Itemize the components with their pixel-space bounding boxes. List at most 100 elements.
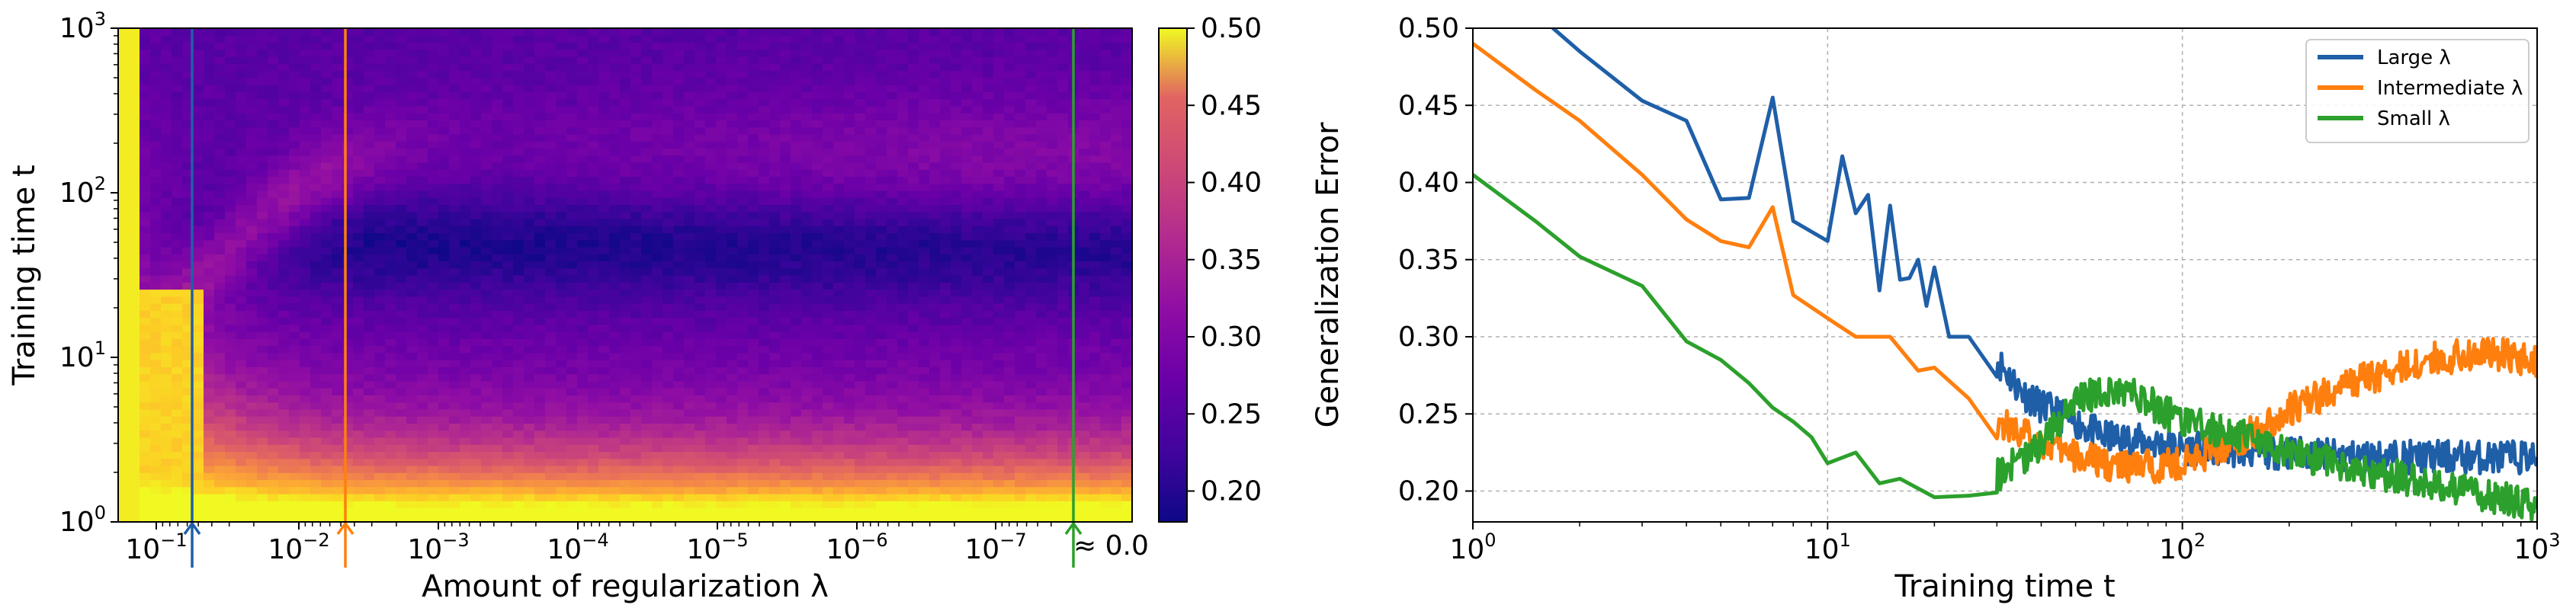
- heatmap-cell: [961, 310, 973, 318]
- heatmap-cell: [716, 275, 727, 283]
- heatmap-cell: [129, 444, 140, 453]
- heatmap-cell: [1015, 275, 1026, 283]
- heatmap-cell: [438, 338, 450, 347]
- heatmap-cell: [502, 331, 514, 339]
- heatmap-cell: [801, 451, 813, 459]
- heatmap-cell: [865, 169, 877, 177]
- heatmap-cell: [1121, 218, 1132, 226]
- heatmap-cell: [257, 458, 268, 466]
- heatmap-cell: [865, 155, 877, 163]
- heatmap-cell: [321, 310, 332, 318]
- heatmap-cell: [1025, 479, 1037, 488]
- heatmap-cell: [1015, 423, 1026, 431]
- heatmap-cell: [481, 444, 492, 453]
- heatmap-cell: [278, 148, 290, 156]
- heatmap-cell: [630, 246, 642, 254]
- heatmap-cell: [919, 458, 930, 466]
- heatmap-cell: [396, 380, 407, 389]
- heatmap-cell: [983, 239, 994, 248]
- heatmap-cell: [769, 501, 781, 509]
- heatmap-cell: [204, 261, 215, 269]
- heatmap-cell: [801, 155, 813, 163]
- heatmap-cell: [737, 254, 749, 262]
- heatmap-cell: [1036, 317, 1047, 325]
- heatmap-cell: [374, 437, 386, 445]
- heatmap-cell: [236, 324, 247, 332]
- heatmap-cell: [748, 493, 759, 501]
- heatmap-cell: [353, 430, 364, 438]
- heatmap-cell: [428, 324, 439, 332]
- heatmap-cell: [225, 408, 236, 417]
- heatmap-cell: [225, 162, 236, 170]
- heatmap-cell: [428, 275, 439, 283]
- heatmap-cell: [727, 465, 738, 473]
- heatmap-cell: [630, 176, 642, 184]
- heatmap-cell: [1089, 317, 1101, 325]
- heatmap-cell: [449, 155, 460, 163]
- heatmap-cell: [502, 472, 514, 481]
- heatmap-cell: [727, 451, 738, 459]
- heatmap-cell: [310, 310, 322, 318]
- heatmap-cell: [983, 444, 994, 453]
- heatmap-cell: [1015, 514, 1026, 522]
- heatmap-cell: [791, 183, 802, 191]
- heatmap-cell: [225, 204, 236, 213]
- heatmap-cell: [972, 388, 983, 395]
- heatmap-cell: [662, 507, 674, 516]
- heatmap-cell: [428, 289, 439, 297]
- heatmap-cell: [417, 246, 428, 254]
- heatmap-cell: [972, 507, 983, 516]
- heatmap-cell: [1004, 451, 1015, 459]
- heatmap-cell: [908, 416, 919, 424]
- heatmap-cell: [705, 162, 717, 170]
- heatmap-cell: [759, 472, 770, 481]
- heatmap-cell: [385, 352, 396, 360]
- heatmap-cell: [289, 246, 300, 254]
- heatmap-cell: [865, 303, 877, 311]
- heatmap-cell: [876, 366, 887, 375]
- heatmap-cell: [1004, 303, 1015, 311]
- heatmap-cell: [118, 451, 130, 459]
- heatmap-cell: [1057, 430, 1069, 438]
- heatmap-cell: [1036, 338, 1047, 347]
- heatmap-cell: [460, 360, 471, 367]
- heatmap-cell: [161, 211, 172, 219]
- heatmap-cell: [321, 226, 332, 234]
- heatmap-cell: [342, 169, 354, 177]
- heatmap-cell: [204, 155, 215, 163]
- heatmap-cell: [460, 246, 471, 254]
- heatmap-cell: [812, 479, 823, 488]
- heatmap-cell: [855, 493, 866, 501]
- heatmap-cell: [983, 430, 994, 438]
- heatmap-cell: [1121, 395, 1132, 403]
- heatmap-cell: [460, 451, 471, 459]
- heatmap-cell: [833, 232, 845, 241]
- heatmap-cell: [129, 232, 140, 241]
- heatmap-cell: [385, 444, 396, 453]
- heatmap-cell: [695, 465, 706, 473]
- heatmap-cell: [246, 197, 258, 206]
- heatmap-cell: [641, 331, 653, 339]
- heatmap-cell: [364, 324, 375, 332]
- heatmap-cell: [1057, 176, 1069, 184]
- heatmap-cell: [289, 380, 300, 389]
- heatmap-cell: [545, 352, 557, 360]
- heatmap-cell: [673, 408, 685, 417]
- heatmap-cell: [972, 232, 983, 241]
- heatmap-cell: [620, 232, 631, 241]
- heatmap-cell: [641, 176, 653, 184]
- heatmap-cell: [470, 275, 482, 283]
- heatmap-cell: [652, 437, 663, 445]
- heatmap-cell: [1036, 479, 1047, 488]
- heatmap-cell: [481, 388, 492, 395]
- heatmap-cell: [972, 408, 983, 417]
- heatmap-cell: [310, 437, 322, 445]
- heatmap-cell: [502, 232, 514, 241]
- heatmap-cell: [353, 176, 364, 184]
- heatmap-cell: [716, 155, 727, 163]
- heatmap-cell: [396, 317, 407, 325]
- heatmap-cell: [641, 402, 653, 410]
- heatmap-cell: [193, 148, 204, 156]
- heatmap-cell: [214, 352, 226, 360]
- heatmap-cell: [310, 501, 322, 509]
